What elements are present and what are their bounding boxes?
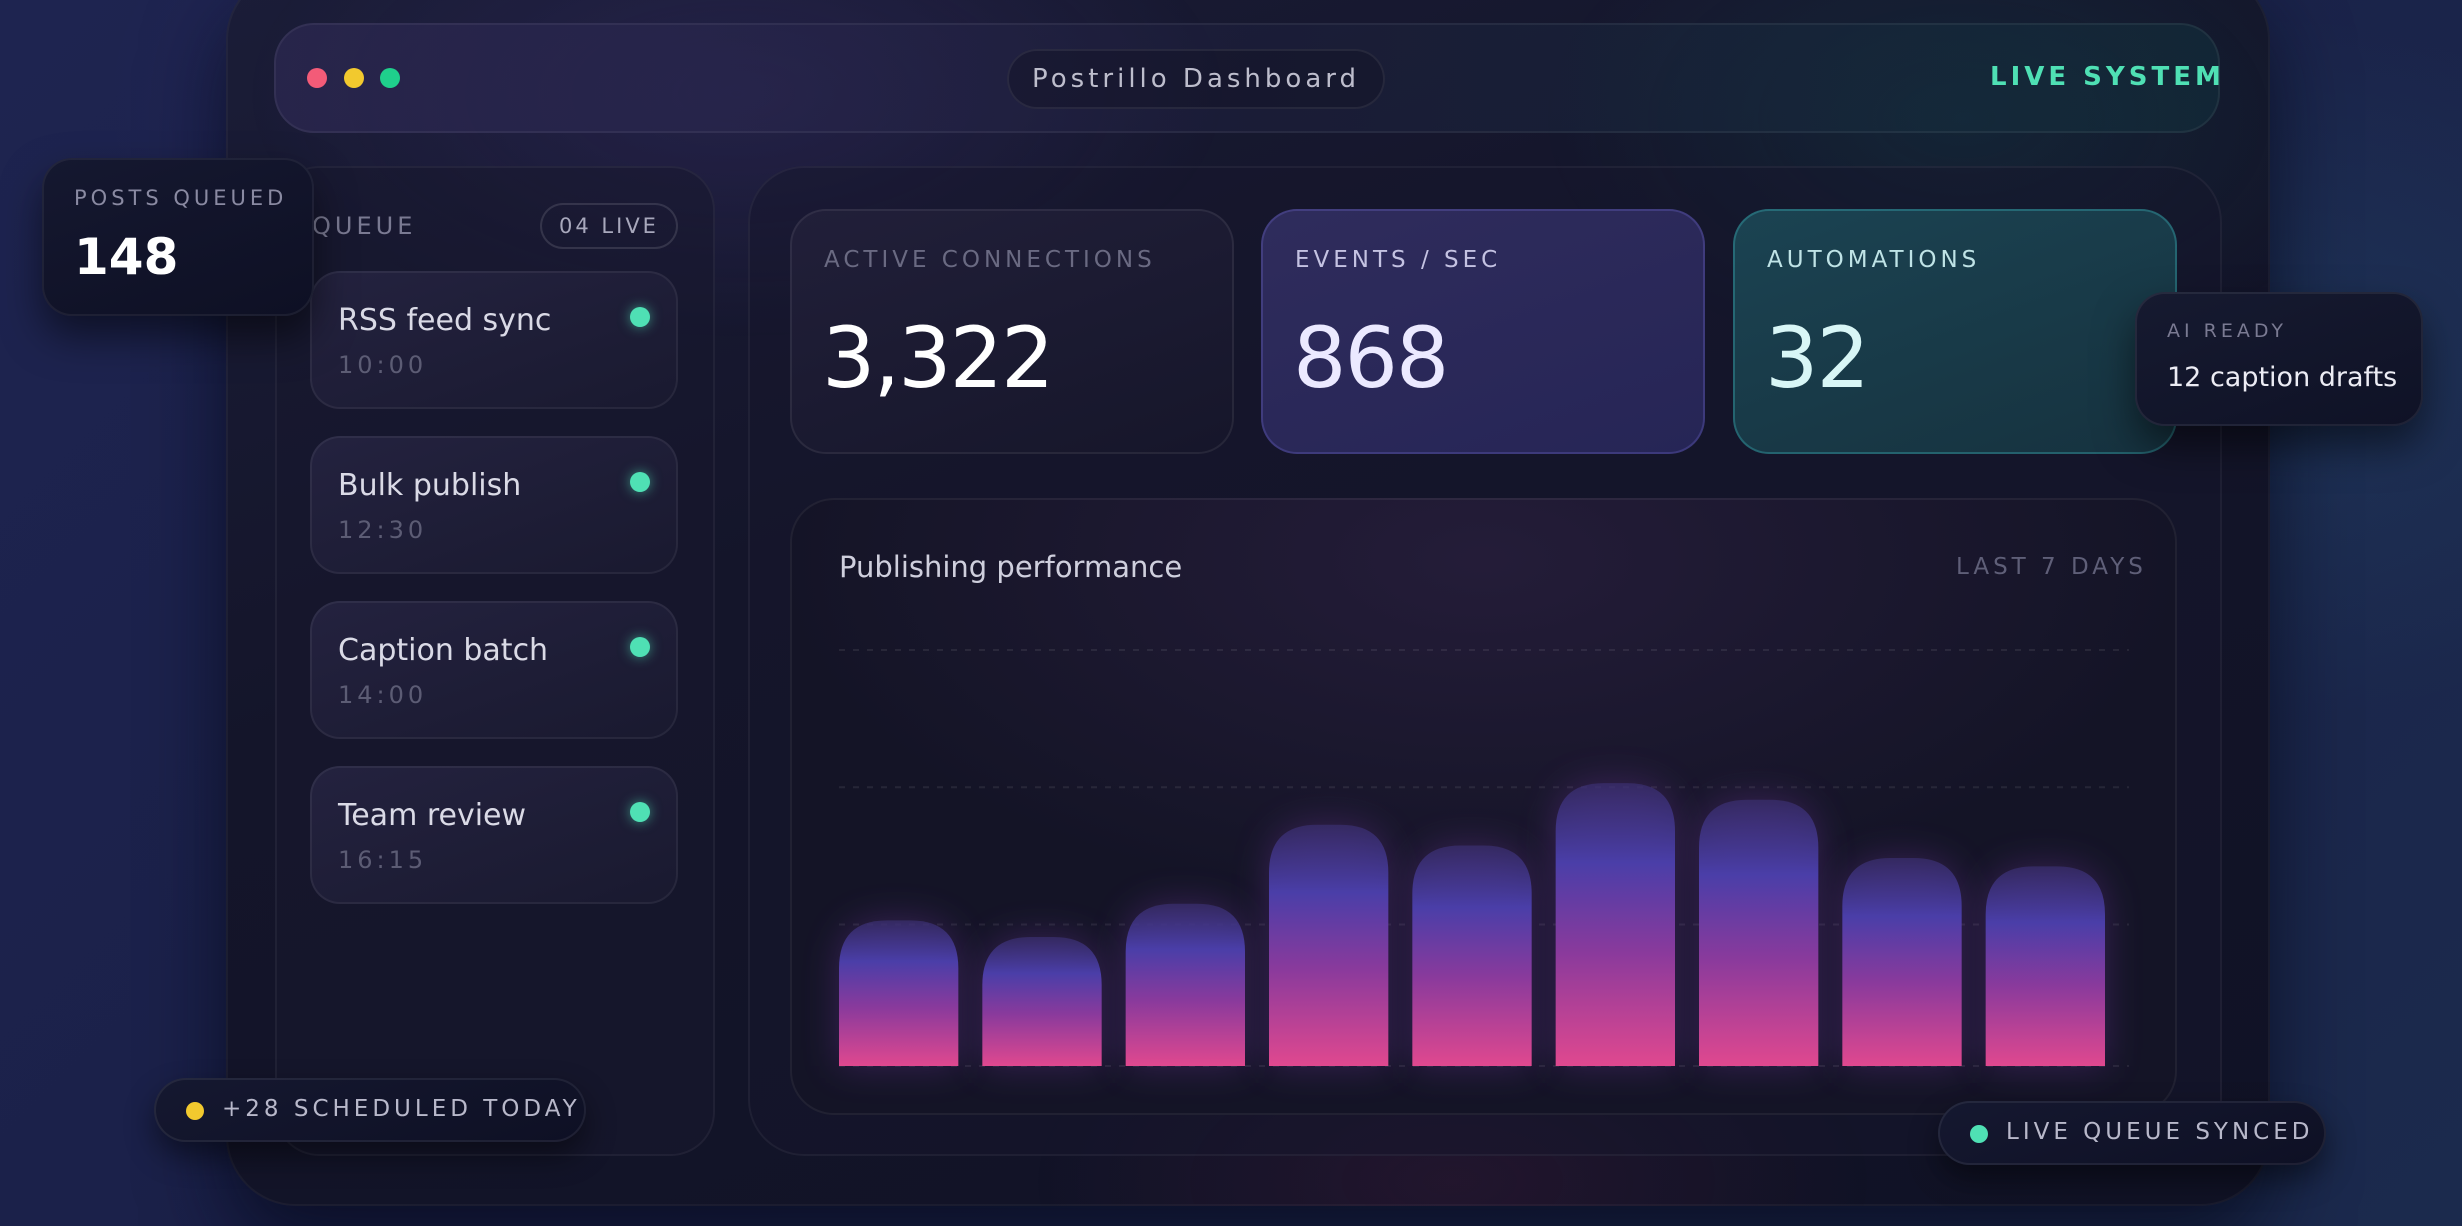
queue-item[interactable]: RSS feed sync 10:00 — [310, 271, 678, 409]
stat-value: 3,322 — [822, 309, 1054, 407]
yellow-dot-icon — [186, 1102, 204, 1120]
ai-ready-value: 12 caption drafts — [2167, 362, 2398, 393]
live-queue-synced-pill: LIVE QUEUE SYNCED — [1938, 1101, 2326, 1165]
scheduled-today-pill: +28 SCHEDULED TODAY — [154, 1078, 586, 1142]
posts-queued-value: 148 — [74, 228, 179, 286]
chart-bar[interactable] — [1412, 845, 1532, 1066]
chart-bar[interactable] — [1699, 799, 1819, 1066]
queue-item-time: 10:00 — [338, 351, 428, 379]
queue-title: QUEUE — [312, 212, 417, 240]
queue-item-name: Caption batch — [338, 633, 549, 668]
maximize-window-button[interactable] — [380, 68, 400, 88]
window-title: Postrillo Dashboard — [1007, 49, 1385, 109]
stat-value: 32 — [1765, 309, 1870, 407]
chart-bar[interactable] — [1555, 783, 1675, 1066]
status-dot-icon — [630, 472, 650, 492]
status-dot-icon — [630, 802, 650, 822]
posts-queued-label: POSTS QUEUED — [74, 186, 288, 210]
stat-value: 868 — [1293, 309, 1449, 407]
stat-label: EVENTS / SEC — [1295, 247, 1502, 273]
stat-label: ACTIVE CONNECTIONS — [824, 247, 1156, 273]
queue-item-time: 16:15 — [338, 846, 428, 874]
chart-bar[interactable] — [1125, 903, 1245, 1066]
live-queue-synced-text: LIVE QUEUE SYNCED — [2006, 1119, 2314, 1145]
queue-item[interactable]: Team review 16:15 — [310, 766, 678, 904]
queue-item-time: 12:30 — [338, 516, 428, 544]
stat-card-active-connections[interactable]: ACTIVE CONNECTIONS 3,322 — [790, 209, 1234, 454]
queue-item[interactable]: Caption batch 14:00 — [310, 601, 678, 739]
close-window-button[interactable] — [307, 68, 327, 88]
ai-ready-label: AI READY — [2167, 320, 2288, 342]
queue-item-time: 14:00 — [338, 681, 428, 709]
chart-bar[interactable] — [1269, 824, 1389, 1066]
chart-bar[interactable] — [1842, 858, 1962, 1066]
stat-card-events-per-sec[interactable]: EVENTS / SEC 868 — [1261, 209, 1705, 454]
scheduled-today-text: +28 SCHEDULED TODAY — [222, 1096, 581, 1122]
queue-live-badge[interactable]: 04 LIVE — [540, 203, 678, 249]
queue-item-name: RSS feed sync — [338, 303, 552, 338]
queue-item-name: Team review — [338, 798, 527, 833]
queue-item-name: Bulk publish — [338, 468, 522, 503]
chart-bar[interactable] — [982, 937, 1102, 1066]
live-system-status: LIVE SYSTEM — [1990, 62, 2225, 92]
queue-item[interactable]: Bulk publish 12:30 — [310, 436, 678, 574]
green-dot-icon — [1970, 1125, 1988, 1143]
ai-ready-card: AI READY 12 caption drafts — [2135, 292, 2423, 426]
stat-card-automations[interactable]: AUTOMATIONS 32 — [1733, 209, 2177, 454]
posts-queued-card: POSTS QUEUED 148 — [42, 158, 314, 316]
chart-bar[interactable] — [839, 920, 959, 1066]
chart-title: Publishing performance — [839, 550, 1183, 584]
stat-label: AUTOMATIONS — [1767, 247, 1981, 273]
minimize-window-button[interactable] — [344, 68, 364, 88]
status-dot-icon — [630, 637, 650, 657]
chart-bar[interactable] — [1985, 866, 2105, 1066]
status-dot-icon — [630, 307, 650, 327]
chart-range-selector[interactable]: LAST 7 DAYS — [1956, 554, 2147, 580]
